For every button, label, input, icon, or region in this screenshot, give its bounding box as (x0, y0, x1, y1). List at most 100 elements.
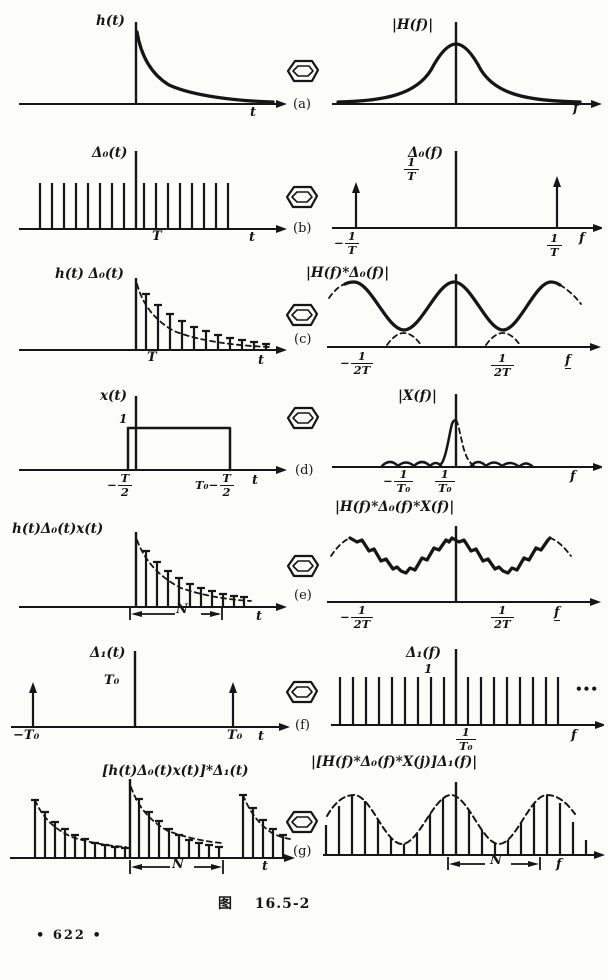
span-arrow-right-icon (210, 611, 221, 617)
axis-label-g-right: f (556, 857, 562, 872)
caption-fig-word: 图 (218, 896, 233, 912)
alias-bump-left (386, 332, 422, 346)
span-arrow-right-icon (528, 861, 539, 867)
row-label-f: (f) (295, 718, 310, 733)
title-g-left: [h(t)Δ₀(t)x(t)]*Δ₁(t) (102, 763, 249, 779)
transform-pair-icon (286, 59, 320, 83)
span-label-N: N (176, 602, 188, 617)
title-d-left: x(t) (100, 388, 128, 404)
tick-neg-one-over-2T: − 1 2T (340, 604, 374, 630)
samples (142, 292, 270, 350)
spectral-samples (324, 795, 588, 855)
span-bracket (129, 860, 224, 874)
plot-d-right-sinc (332, 394, 602, 471)
tick-neg-one-over-T0: − 1 T₀ (383, 468, 414, 494)
axis-arrow-icon (276, 225, 287, 233)
curve-edge-dashed-left (330, 537, 351, 557)
transform-pair-icon (285, 810, 319, 834)
axis-label-f-right: f (571, 728, 577, 743)
plot-e-left-windowed-samples (19, 532, 287, 620)
samples-left (41, 810, 129, 858)
first-impulse-left-period (31, 798, 39, 858)
first-impulse-right-period (239, 793, 247, 858)
axis-label-f-left: t (258, 729, 265, 744)
title-c-left: h(t) Δ₀(t) (55, 266, 124, 282)
plot-c-right-periodic-bells (327, 274, 601, 351)
curve-edge-dashed-right (559, 284, 582, 305)
samples (142, 549, 248, 607)
plot-b-right-impulses (332, 151, 602, 232)
axis-arrow-icon (590, 343, 601, 351)
axis-label-d-right: f (570, 469, 576, 484)
axis-arrow-icon (590, 598, 601, 606)
row-label-a: (a) (293, 97, 311, 112)
axis-arrow-icon (593, 224, 602, 232)
transform-pair-icon (285, 680, 319, 704)
span-arrow-left-icon (449, 861, 460, 867)
plot-e-right-rippled-spectrum (327, 526, 601, 606)
transform-pair-icon (285, 185, 319, 209)
samples-center (135, 797, 223, 858)
axis-arrow-icon (594, 851, 605, 859)
alias-bump-right (485, 332, 521, 346)
span-arrow-left-icon (131, 611, 142, 617)
axis-label-c-left: t (258, 353, 265, 368)
curve-edge-dashed-right (549, 537, 572, 557)
plot-f-left-sparse-impulses (11, 651, 290, 731)
periodic-bell-curve (343, 280, 562, 332)
span-arrow-right-icon (211, 864, 222, 870)
plot-g-left-periodic-samples (10, 779, 295, 874)
span-bracket (447, 857, 541, 870)
title-a-left: h(t) (96, 13, 125, 29)
title-c-right: |H(f)*Δ₀(f)| (306, 265, 390, 281)
axis-label-c-right: f (565, 353, 571, 370)
axis-label-a-left: t (250, 105, 257, 120)
tick-T: T (147, 350, 157, 365)
main-lobe (438, 418, 458, 467)
title-f-left: Δ₁(t) (90, 645, 126, 661)
curve-edge-dashed-left (328, 283, 346, 299)
span-label-N: N (172, 857, 184, 872)
axis-arrow-icon (276, 346, 287, 354)
envelope-left-dashed (34, 799, 127, 848)
samples-right (249, 806, 287, 858)
title-b-left: Δ₀(t) (92, 145, 128, 161)
row-label-c: (c) (294, 332, 312, 347)
amp-T0: T₀ (104, 673, 120, 688)
right-impulse-arrow-icon (229, 682, 237, 693)
tick-T: T (152, 229, 162, 244)
axis-arrow-icon (279, 723, 290, 731)
plot-d-left-rect-pulse (19, 396, 287, 474)
plot-f-right-dense-impulses (331, 649, 604, 729)
left-impulse-arrow-icon (352, 182, 360, 193)
caption-fig-number: 16.5-2 (254, 896, 311, 912)
axis-label-b-left: t (249, 230, 256, 245)
axis-label-a-right: f (573, 101, 579, 116)
title-e-left: h(t)Δ₀(t)x(t) (12, 521, 104, 537)
amp-one: 1 (424, 662, 433, 676)
tick-one-over-T0: 1 T₀ (456, 726, 476, 752)
side-lobes (380, 460, 534, 468)
plot-b-left-impulse-train (19, 151, 287, 233)
left-impulse-arrow-icon (29, 682, 37, 693)
span-bracket (129, 607, 223, 620)
row-label-e: (e) (294, 588, 312, 603)
span-label-N: N (490, 853, 502, 868)
page-number: • 622 • (36, 928, 103, 943)
axis-arrow-icon (593, 463, 602, 471)
tick-neg-T0: −T₀ (13, 728, 40, 743)
right-impulse-arrow-icon (553, 176, 561, 187)
tick-T0: T₀ (227, 728, 243, 743)
transform-pair-icon (286, 554, 320, 578)
axis-arrow-icon (276, 466, 287, 474)
impulse-train (38, 183, 230, 229)
row-label-g: (g) (293, 844, 312, 859)
plot-a-right-H-of-f (332, 22, 602, 108)
row-label-b: (b) (293, 221, 312, 236)
envelope-dashed (136, 539, 252, 602)
title-g-right: |[H(f)*Δ₀(f)*X(j)]Δ₁(f)| (311, 754, 478, 770)
